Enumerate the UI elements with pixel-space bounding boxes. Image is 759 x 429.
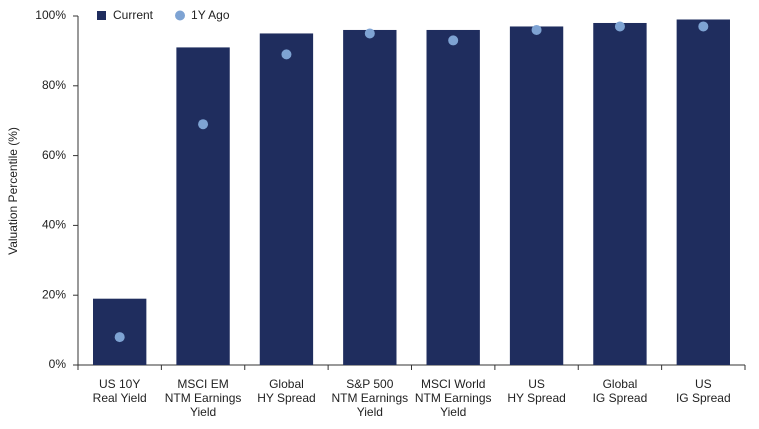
x-tick-label: Global HY Spread [257,377,315,405]
point [614,21,625,32]
bar [343,29,397,366]
point [698,21,709,32]
y-tick-label: 20% [42,287,66,301]
bar [93,298,147,365]
y-tick-label: 60% [42,148,66,162]
legend-swatch [175,10,186,21]
x-tick-label: MSCI World NTM Earnings Yield [415,377,492,419]
bar [509,26,564,365]
y-tick-label: 100% [35,8,66,22]
point [531,24,542,35]
point [448,35,459,46]
legend-label: 1Y Ago [191,8,230,22]
x-tick-label: US IG Spread [676,377,731,405]
point [198,119,209,130]
point [364,28,375,39]
y-axis-label: Valuation Percentile (%) [6,127,20,255]
x-tick-label: S&P 500 NTM Earnings Yield [331,377,408,419]
bar [176,47,230,365]
y-tick-label: 0% [49,357,67,371]
legend-label: Current [113,8,154,22]
y-tick-label: 40% [42,218,66,232]
point [281,49,292,60]
x-tick-label: US 10Y Real Yield [93,377,147,405]
point [114,332,125,343]
x-tick-label: MSCI EM NTM Earnings Yield [165,377,242,419]
x-tick-label: US HY Spread [507,377,565,405]
bar [259,33,314,365]
x-tick-label: Global IG Spread [593,377,648,405]
y-tick-label: 80% [42,78,66,92]
bar [593,22,647,365]
legend-swatch [97,11,106,20]
bar [426,29,480,366]
bar [676,19,730,366]
